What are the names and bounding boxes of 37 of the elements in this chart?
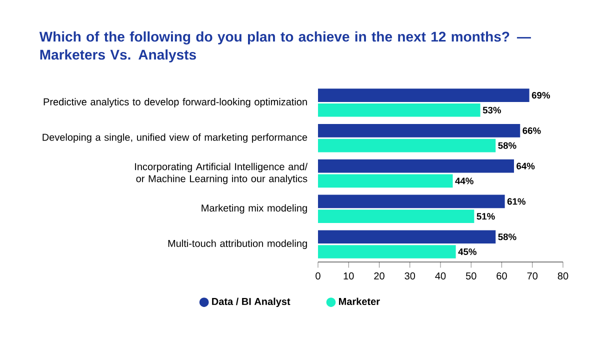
x-tick-label: 20 (374, 272, 384, 280)
data-label: 64% (516, 162, 535, 170)
data-label: 58% (498, 234, 516, 240)
x-tick-label: 70 (527, 272, 538, 280)
chart-title: Which of the following do you plan to achieve in the next 12 months? — Marketers Vs. Analysts (39, 31, 531, 62)
y-tick-label: Marketing mix modeling (202, 204, 307, 214)
bar (318, 159, 514, 173)
data-label: 66% (522, 127, 541, 134)
bar (318, 124, 520, 138)
bar (318, 174, 453, 188)
y-tick-label: Developing a single, unified view of marketing performance (42, 133, 308, 143)
data-label: 58% (498, 142, 516, 149)
y-tick-label: Predictive analytics to develop forward-looking optimization (44, 98, 307, 108)
y-tick-label: Multi-touch attribution modeling (168, 240, 307, 249)
x-tick-label: 30 (404, 272, 416, 280)
data-label: 45% (458, 248, 476, 256)
bar (318, 230, 496, 244)
x-tick-label: 80 (558, 272, 568, 280)
data-label: 61% (507, 198, 526, 205)
x-tick-label: 0 (316, 272, 320, 280)
x-tick-label: 60 (496, 272, 507, 280)
bar (318, 138, 496, 152)
bar (318, 103, 480, 117)
legend-label: Marketer (338, 298, 380, 306)
x-tick-label: 10 (344, 272, 354, 280)
x-tick-label: 40 (435, 272, 446, 280)
y-tick-label: Incorporating Artificial Intelligence and/ or Machine Learning into our analytics (135, 162, 308, 184)
legend-label: Data / BI Analyst (212, 298, 290, 308)
data-label: 44% (455, 178, 474, 184)
bar (318, 245, 456, 258)
data-label: 69% (532, 92, 550, 99)
bar (318, 88, 530, 102)
data-label: 51% (476, 213, 495, 220)
bar (318, 210, 474, 224)
x-tick-label: 50 (466, 272, 476, 280)
data-label: 53% (482, 106, 501, 114)
bar (318, 194, 505, 208)
